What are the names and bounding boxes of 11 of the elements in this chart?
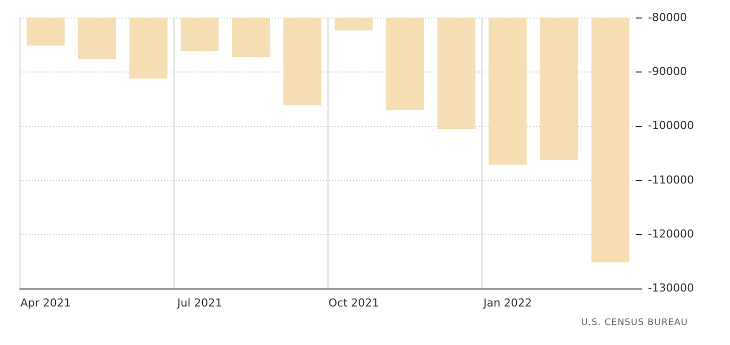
y-tick-label: -110000 [648,173,694,186]
x-tick-label: Oct 2021 [328,296,379,310]
x-tick-label: Jan 2022 [482,296,532,310]
x-tick-label: Apr 2021 [20,296,71,310]
y-tick-label: -100000 [648,119,694,132]
y-tick-label: -130000 [648,282,694,295]
y-tick-label: -120000 [648,228,694,240]
x-tick-label: Jul 2021 [176,296,222,310]
y-tick-label: -90000 [648,65,688,78]
y-tick-label: -80000 [648,10,688,24]
text: U.S. CENSUS BUREAU [581,318,688,328]
